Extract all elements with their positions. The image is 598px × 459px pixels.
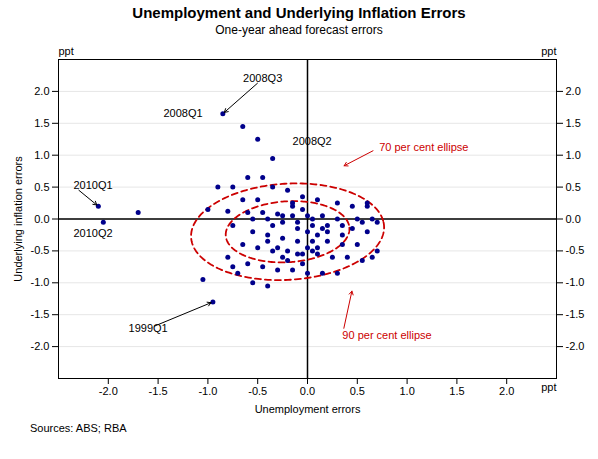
svg-text:-2.0: -2.0 [566,340,585,352]
svg-text:-2.0: -2.0 [99,385,118,397]
svg-text:2.0: 2.0 [566,85,581,97]
svg-text:0.0: 0.0 [300,385,315,397]
svg-text:2010Q1: 2010Q1 [73,179,112,191]
svg-text:0.0: 0.0 [34,213,49,225]
svg-text:1.5: 1.5 [449,385,464,397]
svg-text:2008Q2: 2008Q2 [293,135,332,147]
svg-text:-1.0: -1.0 [198,385,217,397]
svg-text:2.0: 2.0 [34,85,49,97]
svg-text:1.5: 1.5 [566,117,581,129]
svg-text:-1.0: -1.0 [566,276,585,288]
svg-text:ppt: ppt [541,45,556,57]
html-text:Sources: ABS; RBA: Sources: ABS; RBA [30,422,127,434]
svg-text:Unemployment errors: Unemployment errors [255,403,361,415]
svg-text:-0.5: -0.5 [566,244,585,256]
svg-text:2010Q2: 2010Q2 [73,227,112,239]
svg-text:70 per cent ellipse: 70 per cent ellipse [379,141,468,153]
svg-text:-2.0: -2.0 [31,340,50,352]
svg-text:0.0: 0.0 [566,213,581,225]
svg-text:2008Q3: 2008Q3 [243,72,282,84]
svg-text:ppt: ppt [59,45,74,57]
svg-text:0.5: 0.5 [350,385,365,397]
svg-text:-1.0: -1.0 [31,276,50,288]
svg-text:1999Q1: 1999Q1 [129,322,168,334]
svg-text:0.5: 0.5 [34,181,49,193]
svg-text:-0.5: -0.5 [31,244,50,256]
svg-text:-1.5: -1.5 [566,308,585,320]
svg-text:-0.5: -0.5 [248,385,267,397]
svg-text:1.0: 1.0 [399,385,414,397]
svg-text:ppt: ppt [541,381,556,393]
html-text:Unemployment and Underlying In: Unemployment and Underlying Inflation Er… [132,4,466,21]
svg-text:1.0: 1.0 [34,149,49,161]
svg-text:-1.5: -1.5 [31,308,50,320]
svg-text:Underlying inflation errors: Underlying inflation errors [12,156,24,282]
svg-text:1.5: 1.5 [34,117,49,129]
svg-text:-1.5: -1.5 [149,385,168,397]
svg-text:0.5: 0.5 [566,181,581,193]
svg-text:2.0: 2.0 [499,385,514,397]
svg-text:90 per cent ellipse: 90 per cent ellipse [342,329,431,341]
svg-text:1.0: 1.0 [566,149,581,161]
html-text:One-year ahead forecast errors: One-year ahead forecast errors [215,23,383,37]
svg-text:2008Q1: 2008Q1 [163,107,202,119]
